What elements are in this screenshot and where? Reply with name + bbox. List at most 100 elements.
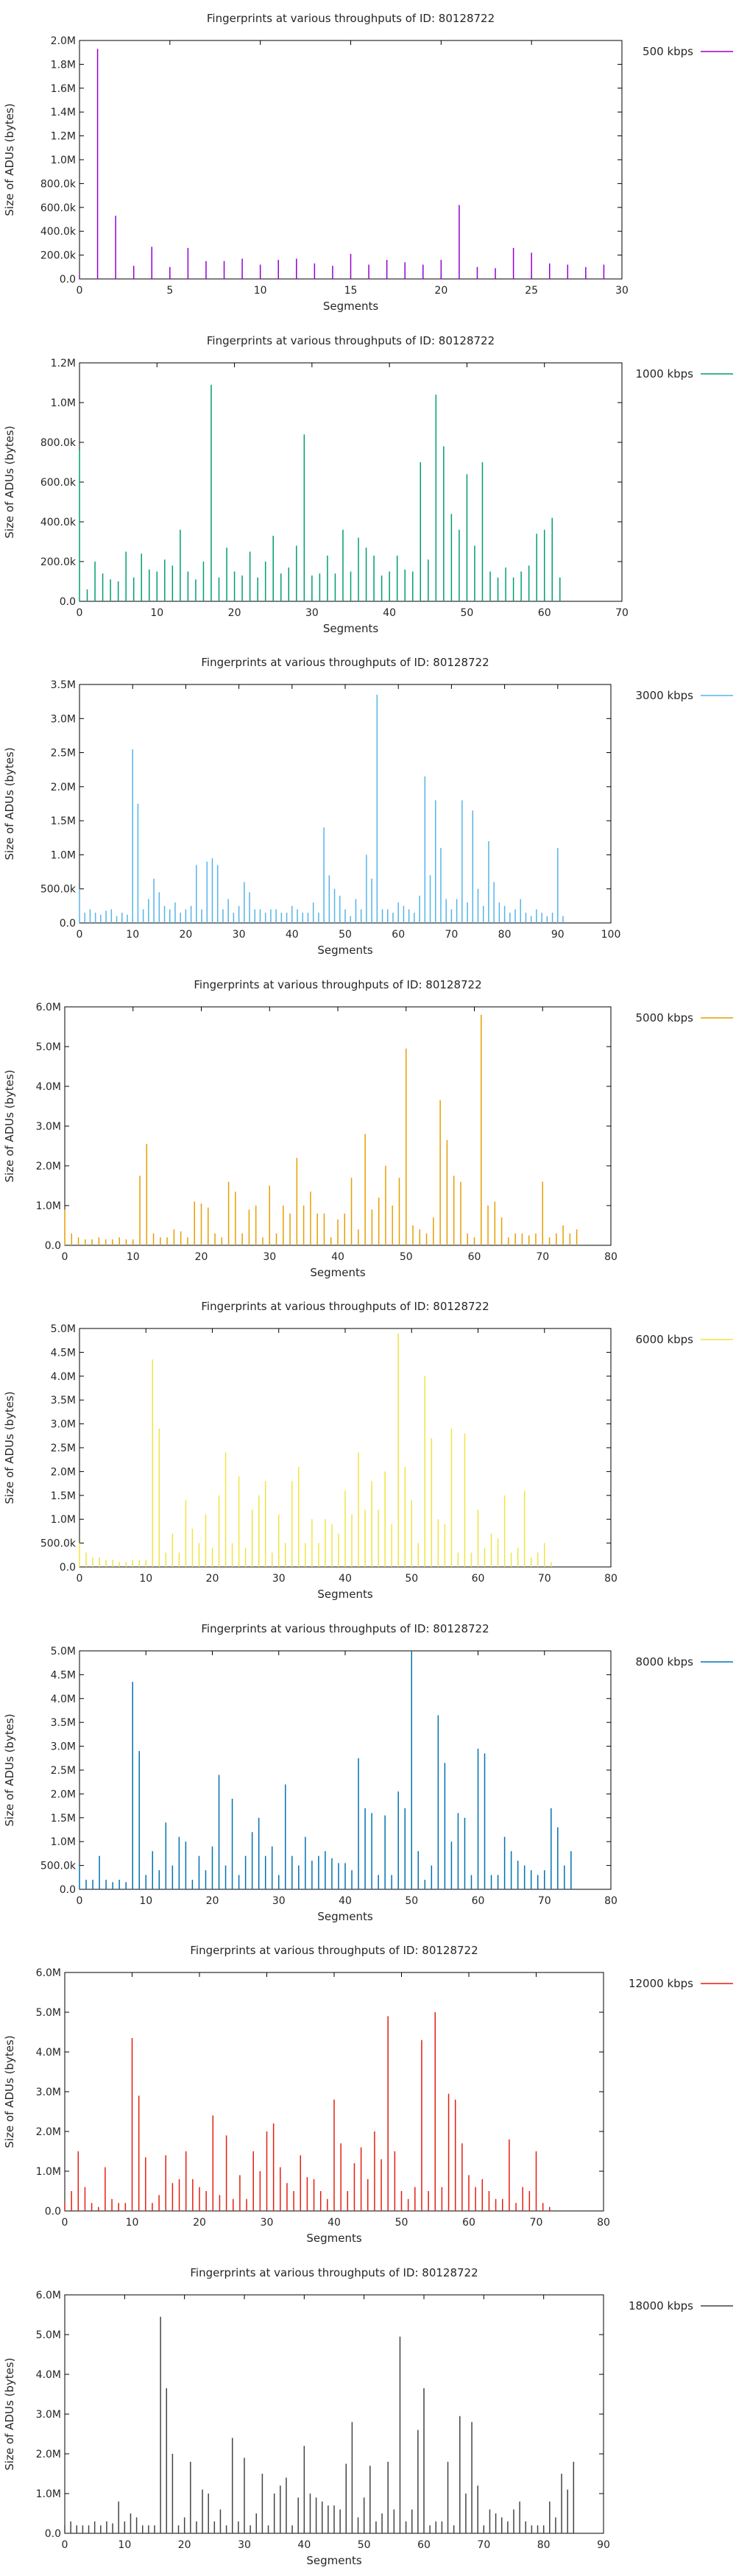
series-bars <box>79 49 605 279</box>
legend-label: 3000 kbps <box>636 689 694 702</box>
x-tick-label: 50 <box>395 2217 408 2229</box>
chart-title: Fingerprints at various throughputs of I… <box>190 1944 478 1957</box>
chart-title: Fingerprints at various throughputs of I… <box>201 656 489 669</box>
series-bars <box>64 1014 578 1245</box>
chart-title: Fingerprints at various throughputs of I… <box>190 2266 478 2279</box>
chart-svg-7: Fingerprints at various throughputs of I… <box>3 1944 733 2245</box>
chart-svg-1: Fingerprints at various throughputs of I… <box>3 12 733 313</box>
legend-label: 500 kbps <box>643 45 693 58</box>
y-tick-label: 0.0 <box>45 2206 61 2218</box>
x-tick-label: 70 <box>536 1251 549 1263</box>
y-tick-label: 5.0M <box>36 2007 61 2019</box>
series-bars <box>79 1333 552 1567</box>
chart-svg-6: Fingerprints at various throughputs of I… <box>3 1622 733 1923</box>
x-tick-label: 30 <box>272 1573 286 1585</box>
x-tick-label: 80 <box>604 1895 618 1907</box>
x-tick-label: 30 <box>261 2217 274 2229</box>
x-tick-label: 50 <box>339 929 352 941</box>
x-tick-label: 0 <box>62 2539 68 2551</box>
x-tick-label: 80 <box>597 2217 610 2229</box>
x-tick-label: 40 <box>286 929 299 941</box>
y-tick-label: 5.0M <box>36 2329 61 2341</box>
x-tick-label: 10 <box>139 1573 152 1585</box>
x-axis-label: Segments <box>306 2232 362 2245</box>
y-tick-label: 3.0M <box>51 1741 76 1752</box>
y-axis-label: Size of ADUs (bytes) <box>3 1069 16 1182</box>
x-tick-label: 90 <box>597 2539 610 2551</box>
x-axis-label: Segments <box>323 622 379 635</box>
y-tick-label: 3.0M <box>36 1121 61 1133</box>
y-axis-label: Size of ADUs (bytes) <box>3 1391 16 1504</box>
y-axis-label: Size of ADUs (bytes) <box>3 1713 16 1826</box>
series-bars <box>64 2316 575 2533</box>
y-tick-label: 4.0M <box>36 2047 61 2059</box>
x-tick-label: 30 <box>272 1895 286 1907</box>
x-tick-label: 60 <box>392 929 405 941</box>
x-tick-label: 40 <box>297 2539 311 2551</box>
chart-title: Fingerprints at various throughputs of I… <box>201 1622 489 1635</box>
x-tick-label: 5 <box>166 285 173 297</box>
y-axis-label: Size of ADUs (bytes) <box>3 2035 16 2148</box>
y-tick-label: 1.0M <box>36 1200 61 1212</box>
y-tick-label: 2.5M <box>51 1443 76 1454</box>
x-tick-label: 40 <box>331 1251 344 1263</box>
y-tick-label: 2.0M <box>36 2126 61 2138</box>
x-tick-label: 40 <box>339 1895 352 1907</box>
x-tick-label: 70 <box>477 2539 490 2551</box>
x-tick-label: 0 <box>77 607 83 619</box>
x-tick-label: 70 <box>538 1573 551 1585</box>
x-tick-label: 10 <box>126 929 139 941</box>
x-axis-label: Segments <box>310 1266 366 1279</box>
y-tick-label: 2.0M <box>51 35 76 47</box>
plot-frame <box>79 684 612 924</box>
y-axis-label: Size of ADUs (bytes) <box>3 425 16 538</box>
y-tick-label: 1.0M <box>51 397 76 409</box>
legend-label: 1000 kbps <box>636 367 694 381</box>
y-tick-label: 1.0M <box>51 849 76 861</box>
x-tick-label: 0 <box>62 2217 68 2229</box>
y-tick-label: 3.0M <box>51 1419 76 1431</box>
y-tick-label: 0.0 <box>45 2528 61 2540</box>
y-tick-label: 4.0M <box>51 1693 76 1705</box>
y-tick-label: 2.0M <box>51 782 76 793</box>
legend-label: 18000 kbps <box>629 2299 693 2313</box>
series-bars <box>79 384 561 601</box>
y-tick-label: 1.5M <box>51 1812 76 1824</box>
series-bars <box>64 2012 551 2211</box>
x-tick-label: 50 <box>400 1251 413 1263</box>
x-axis-label: Segments <box>317 944 373 957</box>
x-tick-label: 70 <box>615 607 629 619</box>
x-tick-label: 10 <box>126 2217 139 2229</box>
x-tick-label: 80 <box>604 1251 618 1263</box>
x-axis-label: Segments <box>306 2554 362 2567</box>
chart-panel-2: Fingerprints at various throughputs of I… <box>0 322 736 645</box>
y-tick-label: 600.0k <box>40 477 77 489</box>
chart-panel-5: Fingerprints at various throughputs of I… <box>0 1288 736 1610</box>
chart-panel-3: Fingerprints at various throughputs of I… <box>0 644 736 966</box>
y-tick-label: 1.2M <box>51 358 76 369</box>
y-tick-label: 1.5M <box>51 1490 76 1502</box>
x-tick-label: 30 <box>263 1251 276 1263</box>
chart-panel-4: Fingerprints at various throughputs of I… <box>0 966 736 1289</box>
y-tick-label: 0.0 <box>60 596 76 608</box>
x-tick-label: 50 <box>405 1895 418 1907</box>
x-tick-label: 30 <box>233 929 246 941</box>
x-tick-label: 0 <box>77 1573 83 1585</box>
legend-label: 6000 kbps <box>636 1333 694 1346</box>
y-tick-label: 200.0k <box>40 556 77 568</box>
x-axis-label: Segments <box>317 1910 373 1923</box>
y-tick-label: 0.0 <box>60 1562 76 1574</box>
y-tick-label: 6.0M <box>36 2290 61 2301</box>
y-axis-label: Size of ADUs (bytes) <box>3 747 16 860</box>
x-axis-label: Segments <box>323 300 379 313</box>
chart-title: Fingerprints at various throughputs of I… <box>207 12 495 25</box>
x-tick-label: 100 <box>601 929 621 941</box>
y-tick-label: 0.0 <box>60 274 76 286</box>
x-tick-label: 0 <box>62 1251 68 1263</box>
y-tick-label: 2.0M <box>51 1466 76 1478</box>
chart-svg-2: Fingerprints at various throughputs of I… <box>3 334 733 635</box>
y-tick-label: 1.2M <box>51 131 76 143</box>
chart-svg-3: Fingerprints at various throughputs of I… <box>3 656 733 957</box>
plot-frame <box>79 40 623 280</box>
y-tick-label: 3.5M <box>51 1717 76 1729</box>
